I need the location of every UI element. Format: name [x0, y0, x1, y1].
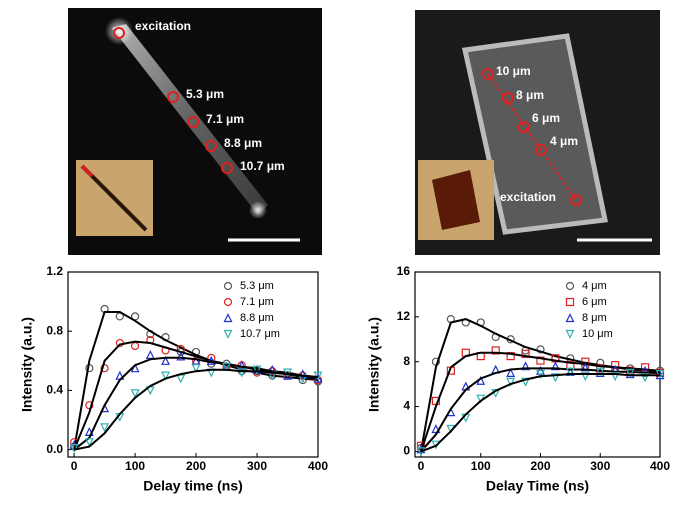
image-label: 7.1 μm	[206, 112, 244, 126]
x-tick-label: 0	[418, 459, 425, 473]
marker	[567, 299, 574, 306]
glow	[249, 201, 267, 219]
marker	[225, 331, 232, 338]
marker	[567, 331, 574, 338]
y-axis-label: Intensity (a.u.)	[19, 317, 35, 412]
x-axis-label: Delay time (ns)	[143, 478, 243, 494]
image-label: 10 μm	[496, 64, 531, 78]
legend-label: 8 μm	[582, 312, 607, 324]
y-tick-label: 0.8	[46, 323, 63, 337]
legend-label: 10.7 μm	[240, 328, 280, 340]
y-tick-label: 8	[403, 354, 410, 368]
legend-label: 10 μm	[582, 328, 613, 340]
marker	[132, 343, 139, 350]
marker	[225, 315, 232, 322]
marker	[147, 351, 154, 358]
image-label: 8.8 μm	[224, 136, 262, 150]
fit-line	[421, 368, 660, 451]
y-axis-label: Intensity (a.u.)	[366, 317, 382, 412]
y-tick-label: 12	[397, 309, 411, 323]
y-tick-label: 1.2	[46, 264, 63, 278]
image-label: 4 μm	[550, 134, 578, 148]
x-tick-label: 100	[471, 459, 491, 473]
marker	[177, 375, 184, 382]
image-label: 10.7 μm	[240, 159, 285, 173]
x-tick-label: 200	[530, 459, 550, 473]
legend-label: 4 μm	[582, 280, 607, 292]
micrograph-right: 10 μm 8 μm 6 μm 4 μm excitation	[415, 10, 660, 255]
legend-label: 5.3 μm	[240, 280, 274, 292]
x-tick-label: 100	[125, 459, 145, 473]
fit-line	[421, 319, 660, 451]
legend-label: 6 μm	[582, 296, 607, 308]
x-tick-label: 400	[308, 459, 328, 473]
y-tick-label: 16	[397, 264, 411, 278]
y-tick-label: 0.4	[46, 383, 63, 397]
legend-label: 8.8 μm	[240, 312, 274, 324]
marker	[225, 299, 232, 306]
legend-label: 7.1 μm	[240, 296, 274, 308]
x-tick-label: 200	[186, 459, 206, 473]
marker	[567, 283, 574, 290]
figure: excitation 5.3 μm 7.1 μm 8.8 μm 10.7 μm …	[0, 0, 674, 510]
y-tick-label: 0.0	[46, 442, 63, 456]
image-label: excitation	[135, 19, 191, 33]
x-tick-label: 300	[590, 459, 610, 473]
image-label: 5.3 μm	[186, 87, 224, 101]
micrograph-left: excitation 5.3 μm 7.1 μm 8.8 μm 10.7 μm	[68, 8, 322, 255]
x-tick-label: 400	[650, 459, 670, 473]
fit-line	[74, 370, 318, 450]
image-label: 6 μm	[532, 111, 560, 125]
image-label: 8 μm	[516, 88, 544, 102]
y-tick-label: 4	[403, 399, 410, 413]
fit-line	[421, 374, 660, 451]
x-tick-label: 300	[247, 459, 267, 473]
image-label: excitation	[500, 190, 556, 204]
fit-line	[74, 312, 318, 450]
x-tick-label: 0	[71, 459, 78, 473]
x-axis-label: Delay Time (ns)	[486, 478, 589, 494]
marker	[225, 283, 232, 290]
marker	[567, 315, 574, 322]
glow	[105, 17, 133, 45]
y-tick-label: 0	[403, 444, 410, 458]
